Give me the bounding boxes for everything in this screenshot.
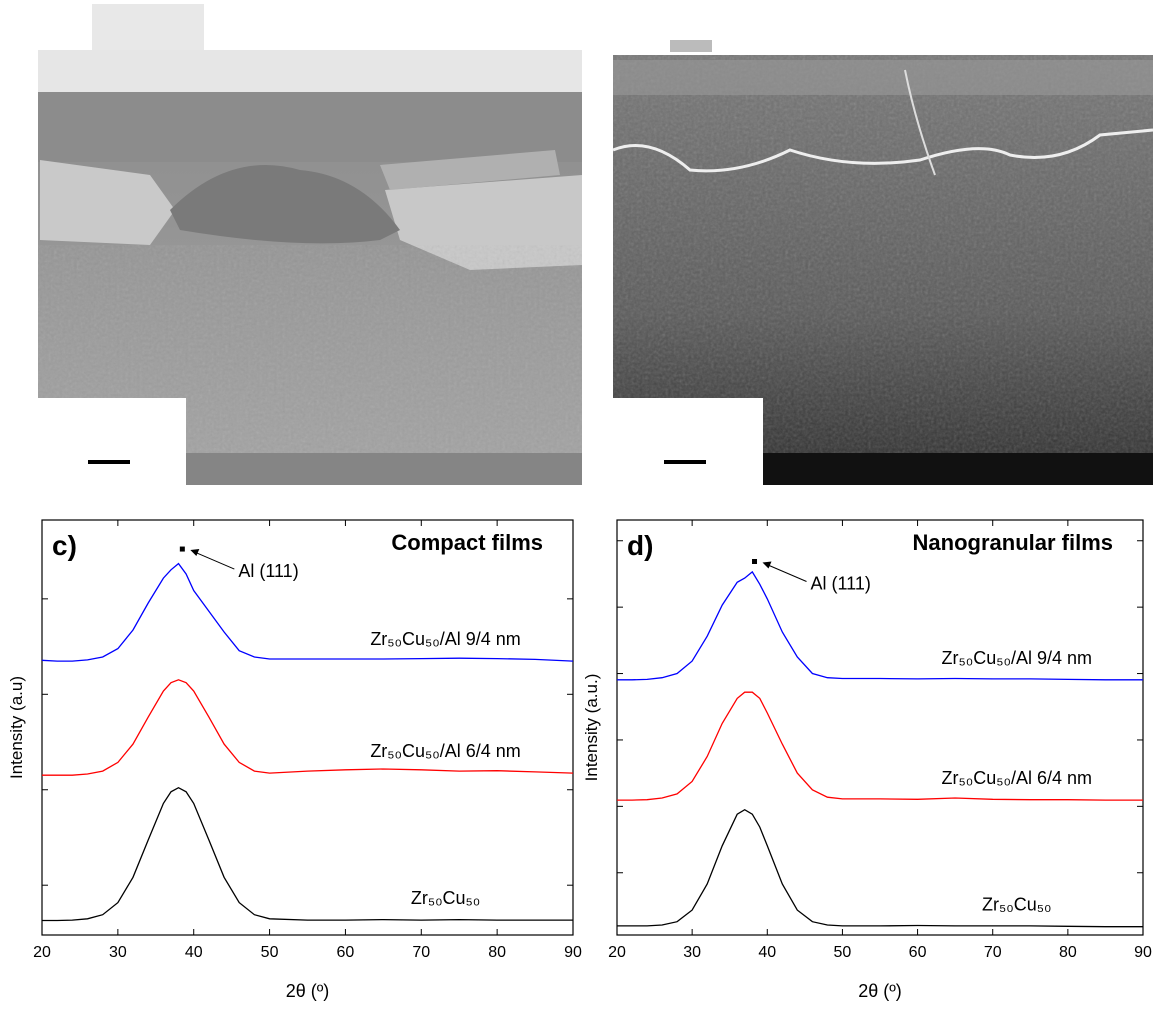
series-line (617, 691, 1143, 801)
y-axis-label: Intensity (a.u) (7, 676, 26, 779)
x-tick-label: 20 (608, 944, 626, 961)
chart-title: Nanogranular films (913, 530, 1113, 555)
series-label: Zr₅₀Cu₅₀/Al 6/4 nm (370, 741, 520, 761)
annotation-label: Al (111) (811, 574, 871, 594)
x-tick-label: 90 (564, 944, 582, 961)
plot-frame (41, 519, 574, 936)
x-axis-label: 2θ (º) (858, 981, 902, 1001)
annotation-label: Al (111) (238, 561, 298, 581)
x-tick-label: 50 (834, 944, 852, 961)
series-label: Zr₅₀Cu₅₀ (982, 895, 1051, 915)
x-tick-label: 30 (683, 944, 701, 961)
annotation-marker (752, 559, 758, 564)
plot-frame (616, 519, 1144, 936)
annotation-arrow (192, 550, 235, 570)
x-tick-label: 90 (1134, 944, 1152, 961)
x-axis-label: 2θ (º) (286, 981, 330, 1001)
x-tick-label: 70 (984, 944, 1002, 961)
x-tick-label: 60 (909, 944, 927, 961)
chart-title: Compact films (391, 530, 543, 555)
y-axis-label: Intensity (a.u.) (582, 674, 601, 782)
x-tick-label: 40 (758, 944, 776, 961)
series-line (42, 786, 573, 922)
annotation-marker (179, 546, 185, 552)
series-line (41, 562, 574, 662)
x-tick-label: 70 (412, 944, 430, 961)
x-tick-label: 30 (109, 944, 127, 961)
x-tick-label: 80 (488, 944, 506, 961)
panel-label: c) (52, 530, 77, 561)
x-tick-label: 40 (185, 944, 203, 961)
series-label: Zr₅₀Cu₅₀/Al 6/4 nm (942, 768, 1092, 788)
sem-image-left (38, 4, 582, 485)
charts: 20 30 40 50 60 70 80 90 2θ (º) Intensity (a.u) c) C… (7, 519, 1152, 1001)
x-tick-label: 50 (261, 944, 279, 961)
panel-label: d) (627, 530, 653, 561)
annotation-arrowhead (190, 549, 200, 557)
series-line (617, 808, 1143, 928)
series-line (617, 570, 1143, 681)
annotation-arrowhead (762, 561, 772, 569)
sem-image-right (612, 40, 1154, 485)
x-tick-label: 80 (1059, 944, 1077, 961)
annotation-arrow (764, 563, 807, 582)
series-label: Zr₅₀Cu₅₀/Al 9/4 nm (370, 629, 520, 649)
series-line (42, 679, 574, 776)
x-tick-label: 60 (337, 944, 355, 961)
x-tick-label: 20 (33, 944, 51, 961)
series-label: Zr₅₀Cu₅₀ (411, 888, 480, 908)
series-label: Zr₅₀Cu₅₀/Al 9/4 nm (942, 648, 1092, 668)
